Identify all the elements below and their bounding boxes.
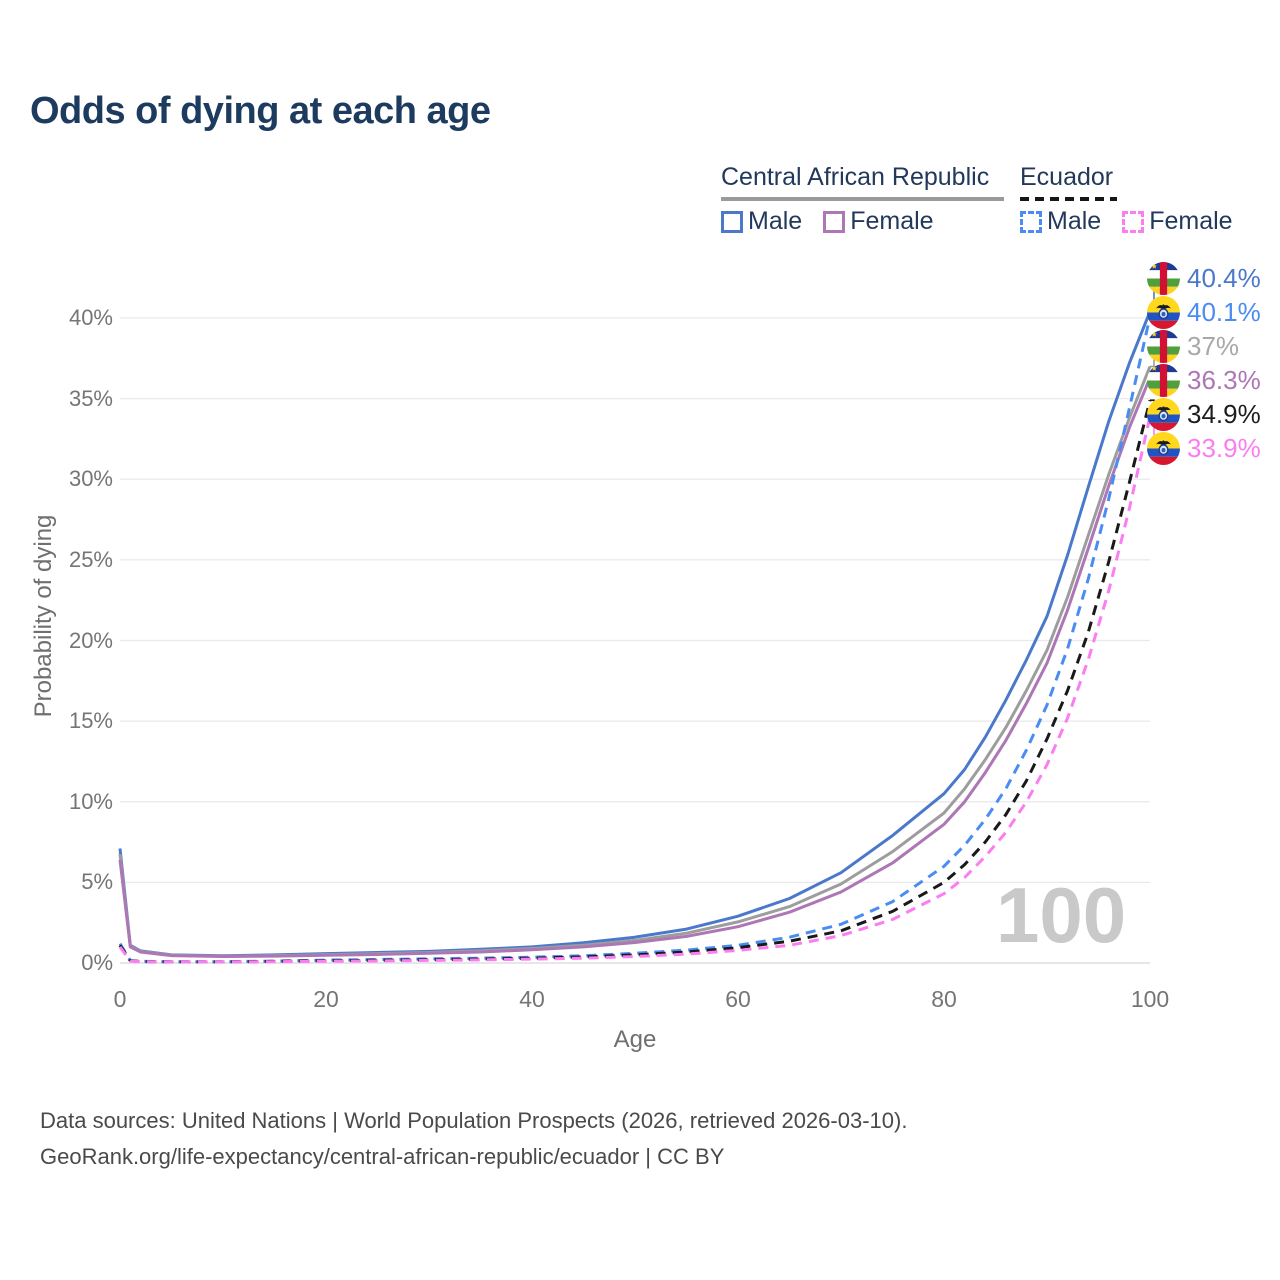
legend-swatch-ecuador-female [1122,210,1145,233]
endpoint-label-ecuador-male: 40.1% [1147,295,1261,329]
endpoint-value: 40.1% [1187,296,1261,327]
x-tick-label-80: 80 [931,986,957,1012]
endpoint-value: 40.4% [1187,262,1261,293]
series-line-car-male [118,310,1152,958]
series-line-ecuador-male [118,316,1152,964]
y-tick-label-5: 5% [81,869,113,895]
flag-icon-ecuador [1147,295,1180,329]
endpoint-label-car-female: 36.3% [1147,363,1261,397]
y-tick-label-15: 15% [68,708,113,734]
age-watermark: 100 [996,871,1127,959]
endpoint-label-ecuador-female: 33.9% [1147,431,1261,465]
series-line-car-female [118,377,1152,958]
legend-group-title-ecuador[interactable]: Ecuador [1020,163,1114,191]
footer-attribution: GeoRank.org/life-expectancy/central-afri… [40,1144,725,1169]
flag-icon-central-african-republic [1147,329,1180,363]
page-title: Odds of dying at each age [30,90,491,132]
legend-group-ecuador: Ecuador Male Female [1020,163,1233,235]
flag-icon-ecuador [1147,431,1180,465]
series-line-ecuador-female [118,416,1152,964]
x-tick-label-20: 20 [313,986,339,1012]
legend-item-label: Male [748,207,803,235]
legend-group-title-car[interactable]: Central African Republic [721,163,990,191]
legend-item-label: Female [850,207,934,235]
legend-swatch-car-female [823,210,846,233]
x-tick-label-60: 60 [725,986,751,1012]
legend-items-ecuador: Male Female [1020,207,1233,236]
flag-icon-central-african-republic [1147,261,1180,295]
legend-item-car-female[interactable]: Female [823,207,934,236]
y-tick-label-10: 10% [68,788,113,814]
legend-swatch-car-male [721,210,743,233]
legend-item-label: Male [1047,207,1102,235]
y-axis-title: Probability of dying [30,514,57,718]
y-tick-label-20: 20% [68,627,113,653]
y-tick-label-35: 35% [68,385,113,411]
x-tick-label-0: 0 [113,986,127,1012]
legend-underline-solid [721,197,1004,201]
flag-icon-ecuador [1147,397,1180,431]
legend-swatch-ecuador-male [1020,210,1042,233]
legend-items-car: Male Female [721,207,934,236]
endpoint-value: 37% [1187,330,1240,361]
x-tick-label-100: 100 [1130,986,1170,1012]
flag-icon-central-african-republic [1147,363,1180,397]
y-tick-label-30: 30% [68,466,113,492]
endpoint-value: 33.9% [1187,432,1261,463]
endpoint-label-car-both: 37% [1147,329,1239,363]
endpoint-label-ecuador-both: 34.9% [1147,397,1261,431]
endpoint-value: 36.3% [1187,364,1261,395]
y-tick-label-25: 25% [68,546,113,572]
legend-item-ecuador-female[interactable]: Female [1122,207,1233,236]
y-tick-label-40: 40% [68,305,113,330]
legend-item-ecuador-male[interactable]: Male [1020,207,1101,236]
endpoint-value: 34.9% [1187,398,1261,429]
legend-item-label: Female [1149,207,1233,235]
y-tick-label-0: 0% [81,950,113,975]
series-line-car-both [118,365,1152,958]
x-tick-label-40: 40 [519,986,545,1012]
legend-underline-dashed [1020,197,1117,201]
x-axis-title: Age [613,1026,657,1053]
legend-group-central-african-republic: Central African Republic Male Female [721,163,1004,235]
endpoint-label-car-male: 40.4% [1147,261,1261,295]
legend-item-car-male[interactable]: Male [721,207,802,236]
footer-data-sources: Data sources: United Nations | World Pop… [40,1108,908,1133]
